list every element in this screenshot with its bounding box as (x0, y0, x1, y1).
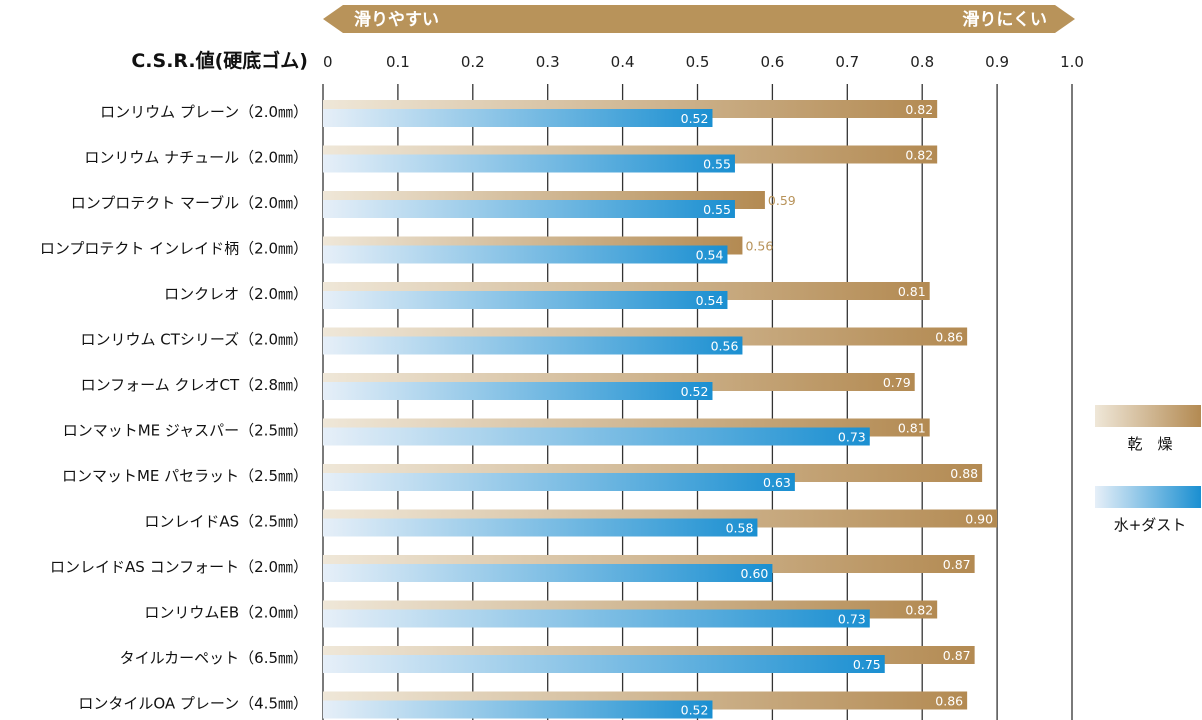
legend-label-wet: 水+ダスト (1114, 516, 1187, 534)
value-label-dry: 0.82 (905, 603, 933, 618)
bar-wet (323, 609, 870, 628)
tick-label: 0.9 (985, 53, 1009, 71)
bars: 0.82 0.52 0.82 0.55 0.59 0.55 0.56 0.54 0.81 0.54… (323, 100, 998, 719)
tick-label: 1.0 (1060, 53, 1084, 71)
legend-swatch-dry (1095, 405, 1201, 427)
value-label-wet: 0.60 (741, 566, 769, 581)
category-label: ロンレイドAS（2.5㎜） (144, 513, 308, 531)
tick-label: 0.4 (611, 53, 635, 71)
direction-banner-arrow (323, 5, 1075, 33)
value-label-wet: 0.73 (838, 612, 866, 627)
value-label-wet: 0.54 (696, 293, 724, 308)
direction-banner: 滑りやすい 滑りにくい (323, 5, 1075, 33)
bar-wet (323, 154, 735, 173)
value-label-wet: 0.52 (681, 384, 709, 399)
value-label-wet: 0.54 (696, 248, 724, 263)
tick-label: 0.3 (536, 53, 560, 71)
bar-wet (323, 564, 773, 582)
bar-wet (323, 200, 735, 218)
value-axis-title: C.S.R.値(硬底ゴム) (131, 49, 308, 72)
tick-label: 0.8 (910, 53, 934, 71)
tick-label: 0.1 (386, 53, 410, 71)
category-label: ロンマットME ジャスパー（2.5㎜） (63, 422, 308, 440)
category-label: ロンクレオ（2.0㎜） (164, 285, 308, 303)
banner-right-label: 滑りにくい (962, 10, 1047, 30)
value-label-dry: 0.82 (905, 148, 933, 163)
legend-label-dry: 乾 燥 (1127, 435, 1172, 453)
bar-wet (323, 655, 885, 673)
legend: 乾 燥 水+ダスト (1095, 405, 1201, 534)
category-label: ロンフォーム クレオCT（2.8㎜） (81, 376, 308, 394)
value-label-wet: 0.56 (711, 339, 739, 354)
category-label: ロンマットME パセラット（2.5㎜） (62, 467, 308, 485)
bar-wet (323, 473, 795, 491)
bar-wet (323, 518, 758, 537)
value-label-dry: 0.56 (745, 239, 773, 254)
value-label-dry: 0.90 (965, 512, 993, 527)
tick-label: 0.6 (760, 53, 784, 71)
banner-left-label: 滑りやすい (354, 10, 439, 30)
category-labels: ロンリウム プレーン（2.0㎜） ロンリウム ナチュール（2.0㎜） ロンプロテクト… (40, 103, 308, 713)
value-label-wet: 0.63 (763, 475, 791, 490)
value-label-dry: 0.59 (768, 193, 796, 208)
bar-wet (323, 427, 870, 446)
tick-labels: 0 0.1 0.2 0.3 0.4 0.5 0.6 0.7 0.8 0.9 1.0 (323, 53, 1084, 71)
tick-label: 0.2 (461, 53, 485, 71)
value-label-dry: 0.87 (943, 648, 971, 663)
tick-label: 0.5 (686, 53, 710, 71)
bar-wet (323, 109, 713, 127)
value-label-dry: 0.81 (898, 421, 926, 436)
tick-label: 0.7 (835, 53, 859, 71)
bar-wet (323, 382, 713, 400)
value-label-wet: 0.52 (681, 703, 709, 718)
value-label-wet: 0.73 (838, 430, 866, 445)
category-label: ロンリウムEB（2.0㎜） (144, 604, 308, 622)
value-label-dry: 0.82 (905, 102, 933, 117)
value-label-wet: 0.55 (703, 157, 731, 172)
bar-wet (323, 245, 728, 264)
value-label-dry: 0.81 (898, 284, 926, 299)
category-label: ロンプロテクト インレイド柄（2.0㎜） (40, 240, 308, 258)
value-label-dry: 0.88 (950, 466, 978, 481)
category-label: ロンリウム プレーン（2.0㎜） (100, 103, 308, 121)
value-label-wet: 0.52 (681, 111, 709, 126)
value-label-dry: 0.87 (943, 557, 971, 572)
value-label-wet: 0.55 (703, 202, 731, 217)
category-label: ロンリウム ナチュール（2.0㎜） (84, 149, 308, 167)
bar-wet (323, 700, 713, 719)
category-label: タイルカーペット（6.5㎜） (120, 649, 308, 667)
category-label: ロンリウム CTシリーズ（2.0㎜） (80, 331, 308, 349)
value-label-wet: 0.58 (726, 521, 754, 536)
tick-label: 0 (323, 53, 333, 71)
category-label: ロンレイドAS コンフォート（2.0㎜） (50, 558, 308, 576)
bar-wet (323, 336, 743, 355)
bar-wet (323, 291, 728, 309)
value-label-dry: 0.86 (935, 694, 963, 709)
value-label-wet: 0.75 (853, 657, 881, 672)
legend-swatch-wet (1095, 486, 1201, 508)
value-label-dry: 0.79 (883, 375, 911, 390)
value-label-dry: 0.86 (935, 330, 963, 345)
category-label: ロンタイルOA プレーン（4.5㎜） (78, 695, 308, 713)
category-label: ロンプロテクト マーブル（2.0㎜） (71, 194, 308, 212)
